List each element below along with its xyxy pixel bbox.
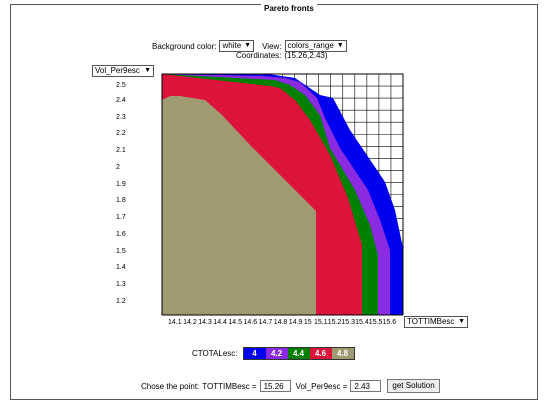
x-tick-label: 15.4 [355,319,369,326]
color-legend: CTOTALesc: 4 4.2 4.4 4.6 4.8 [192,347,355,360]
bg-color-label: Background color: [152,41,217,51]
coords-value: (15.26,2.43) [284,51,328,60]
front-4.8 [162,96,316,315]
chevron-down-icon: ▼ [144,67,151,74]
x-tick-label: 15.2 [327,319,342,326]
y-axis-selector: Vol_Per9esc ▼ [92,65,154,77]
coords-label: Coordinates: [236,51,282,60]
y-tick-label: 1.3 [116,281,126,288]
y-tick-label: 2 [116,164,120,171]
y-tick-label: 1.6 [116,231,126,238]
solution-form: Chose the point: TOTTIMBesc = 15.26 Vol_… [141,379,440,393]
legend-label: CTOTALesc: [192,349,238,358]
x-value-label: TOTTIMBesc = [202,381,257,391]
y-axis-select[interactable]: Vol_Per9esc ▼ [92,65,154,77]
x-tick-label: 15 [303,319,312,326]
x-tick-label: 14.9 [288,319,303,326]
chevron-down-icon: ▼ [458,318,465,325]
x-tick-label: 15.1 [314,319,328,326]
x-tick-label: 15.5 [368,319,383,326]
y-tick-label: 1.9 [116,181,126,188]
coordinates: Coordinates: (15.26,2.43) [236,51,328,60]
y-tick-label: 1.2 [116,298,126,305]
legend-swatch: 4.6 [309,348,332,359]
legend-swatch: 4.4 [287,348,310,359]
x-tick-label: 14.3 [198,319,212,326]
y-tick-label: 1.5 [116,248,126,255]
plot-border [161,73,404,316]
pareto-panel: Pareto fronts [10,4,538,400]
y-tick-label: 1.4 [116,264,126,271]
bg-color-select[interactable]: white ▼ [219,40,255,52]
y-tick-label: 1.7 [116,214,126,221]
x-tick-label: 14.2 [183,319,197,326]
panel-title: Pareto fronts [261,4,317,13]
x-tick-label: 14.4 [213,319,227,326]
get-solution-button[interactable]: get Solution [387,379,440,393]
y-tick-label: 2.2 [116,130,126,137]
y-tick-label: 1.8 [116,197,126,204]
view-label: View: [262,41,282,51]
y-tick-label: 2.4 [116,97,126,104]
x-tick-label: 14.1 [168,319,182,326]
x-tick-label: 14.5 [228,319,243,326]
x-axis-select[interactable]: TOTTIMBesc ▼ [404,316,468,328]
x-tick-label: 14.7 [258,319,273,326]
chevron-down-icon: ▼ [336,42,344,49]
x-value-input[interactable]: 15.26 [259,380,291,392]
y-value-label: Vol_Per9esc = [295,381,348,391]
legend-swatch: 4.2 [265,348,288,359]
view-select[interactable]: colors_range ▼ [284,40,347,52]
legend-swatch: 4.8 [331,348,354,359]
x-tick-label: 15.3 [341,319,356,326]
view-controls: Background color: white ▼ View: colors_ra… [152,40,347,52]
x-tick-label: 14.8 [273,319,288,326]
y-tick-label: 2.1 [116,147,126,154]
y-tick-label: 2.5 [116,82,126,89]
y-value-input[interactable]: 2.43 [350,380,382,392]
chevron-down-icon: ▼ [244,42,252,49]
choose-point-label: Chose the point: [141,381,200,391]
legend-swatch: 4 [243,348,266,359]
x-tick-label: 15.6 [382,319,397,326]
x-axis-selector: TOTTIMBesc ▼ [404,316,468,328]
y-tick-label: 2.3 [116,114,126,121]
x-tick-label: 14.6 [243,319,258,326]
